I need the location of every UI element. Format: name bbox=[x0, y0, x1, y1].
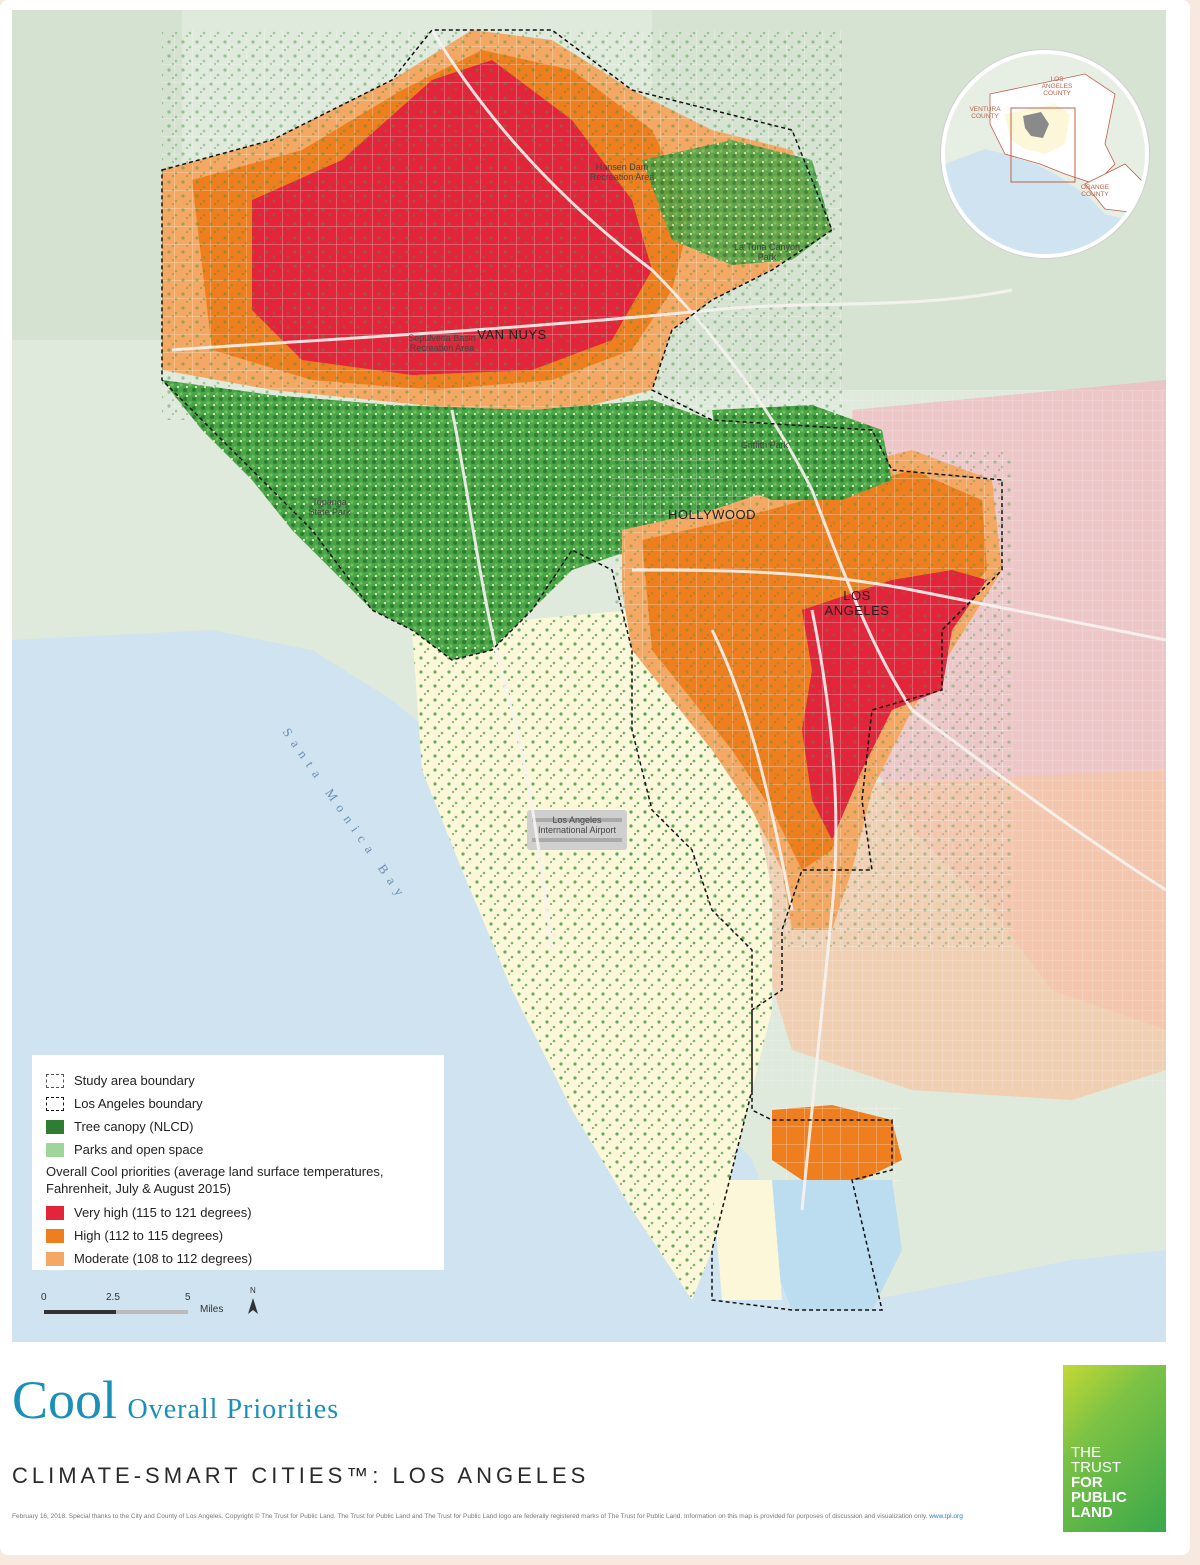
inset-label-orange: ORANGE COUNTY bbox=[1080, 184, 1110, 198]
page-title: Cool bbox=[12, 1370, 118, 1430]
north-label: N bbox=[250, 1286, 256, 1295]
legend-label-very-high: Very high (115 to 121 degrees) bbox=[74, 1204, 252, 1220]
logo-line-1: THE bbox=[1071, 1444, 1101, 1461]
footnote-link[interactable]: www.tpl.org bbox=[929, 1513, 963, 1520]
scale-tick-0: 0 bbox=[41, 1292, 47, 1303]
map-frame: VAN NUYS HOLLYWOOD LOS ANGELES Hansen Da… bbox=[12, 10, 1166, 1342]
map-graphic bbox=[12, 10, 1166, 1342]
place-hollywood: HOLLYWOOD bbox=[667, 507, 757, 522]
legend-row-parks: Parks and open space bbox=[46, 1138, 430, 1161]
legend-label-high: High (112 to 115 degrees) bbox=[74, 1227, 224, 1243]
scale-unit: Miles bbox=[200, 1304, 224, 1315]
legend-swatch-parks bbox=[46, 1142, 64, 1157]
place-los-angeles: LOS ANGELES bbox=[824, 588, 890, 618]
legend-label-moderate: Moderate (108 to 112 degrees) bbox=[74, 1250, 253, 1266]
inset-locator-map: VENTURA COUNTY LOS ANGELES COUNTY ORANGE… bbox=[941, 50, 1149, 258]
scale-bar: 0 2.5 5 Miles N bbox=[40, 1286, 280, 1330]
legend-row-tree-canopy: Tree canopy (NLCD) bbox=[46, 1115, 430, 1138]
place-van-nuys: VAN NUYS bbox=[477, 327, 547, 342]
freeways bbox=[171, 29, 1166, 1211]
legend-swatch-moderate bbox=[46, 1251, 64, 1266]
inset-label-ventura: VENTURA COUNTY bbox=[969, 106, 1001, 120]
scale-tick-2-5: 2.5 bbox=[106, 1292, 120, 1303]
legend-row-moderate: Moderate (108 to 112 degrees) bbox=[46, 1247, 430, 1270]
legend-swatch-study-area bbox=[46, 1073, 64, 1088]
footnote: February 16, 2018. Special thanks to the… bbox=[12, 1512, 1012, 1521]
logo-line-4: PUBLIC bbox=[1071, 1489, 1127, 1506]
legend-label-study-area: Study area boundary bbox=[74, 1072, 195, 1088]
scale-bar-graphic bbox=[44, 1298, 258, 1314]
map-legend: Study area boundary Los Angeles boundary… bbox=[32, 1055, 444, 1270]
legend-row-very-high: Very high (115 to 121 degrees) bbox=[46, 1201, 430, 1224]
label-hansen-dam: Hansen Dam Recreation Area bbox=[589, 162, 655, 182]
label-tujunga: La Tuna Canyon Park bbox=[733, 242, 801, 262]
label-topanga: Topanga State Park bbox=[308, 497, 351, 517]
north-arrow-icon bbox=[248, 1298, 258, 1314]
hills-west bbox=[12, 10, 182, 340]
legend-label-parks: Parks and open space bbox=[74, 1141, 204, 1157]
logo-line-3: FOR bbox=[1071, 1474, 1103, 1491]
inset-graphic bbox=[945, 73, 1145, 254]
tree-canopy-griffith bbox=[712, 405, 892, 500]
label-griffith: Griffith Park bbox=[740, 440, 789, 450]
logo-line-2: TRUST bbox=[1071, 1459, 1121, 1476]
scale-tick-5: 5 bbox=[185, 1292, 191, 1303]
legend-heading: Overall Cool priorities (average land su… bbox=[46, 1164, 384, 1196]
page-subtitle: CLIMATE-SMART CITIES™: LOS ANGELES bbox=[12, 1463, 590, 1488]
legend-swatch-high bbox=[46, 1228, 64, 1243]
label-sepulveda: Sepulveda Basin Recreation Area bbox=[408, 333, 476, 353]
port-water bbox=[772, 1180, 902, 1310]
footnote-text: February 16, 2018. Special thanks to the… bbox=[12, 1513, 928, 1520]
legend-swatch-la-boundary bbox=[46, 1096, 64, 1111]
legend-label-tree-canopy: Tree canopy (NLCD) bbox=[74, 1118, 194, 1134]
legend-label-la-boundary: Los Angeles boundary bbox=[74, 1095, 203, 1111]
inset-label-la-county: LOS ANGELES COUNTY bbox=[1041, 76, 1073, 97]
page-title-sub: Overall Priorities bbox=[127, 1394, 340, 1425]
legend-row-high: High (112 to 115 degrees) bbox=[46, 1224, 430, 1247]
legend-swatch-tree-canopy bbox=[46, 1119, 64, 1134]
trust-for-public-land-logo: THE TRUST FOR PUBLIC LAND bbox=[1063, 1365, 1166, 1532]
legend-row-study-area: Study area boundary bbox=[46, 1069, 430, 1092]
tree-canopy-tujunga bbox=[642, 140, 832, 265]
legend-swatch-very-high bbox=[46, 1205, 64, 1220]
label-lax: Los Angeles International Airport bbox=[537, 815, 617, 835]
logo-line-5: LAND bbox=[1071, 1504, 1113, 1521]
legend-row-la-boundary: Los Angeles boundary bbox=[46, 1092, 430, 1115]
title-block: Cool Overall Priorities bbox=[12, 1370, 339, 1430]
